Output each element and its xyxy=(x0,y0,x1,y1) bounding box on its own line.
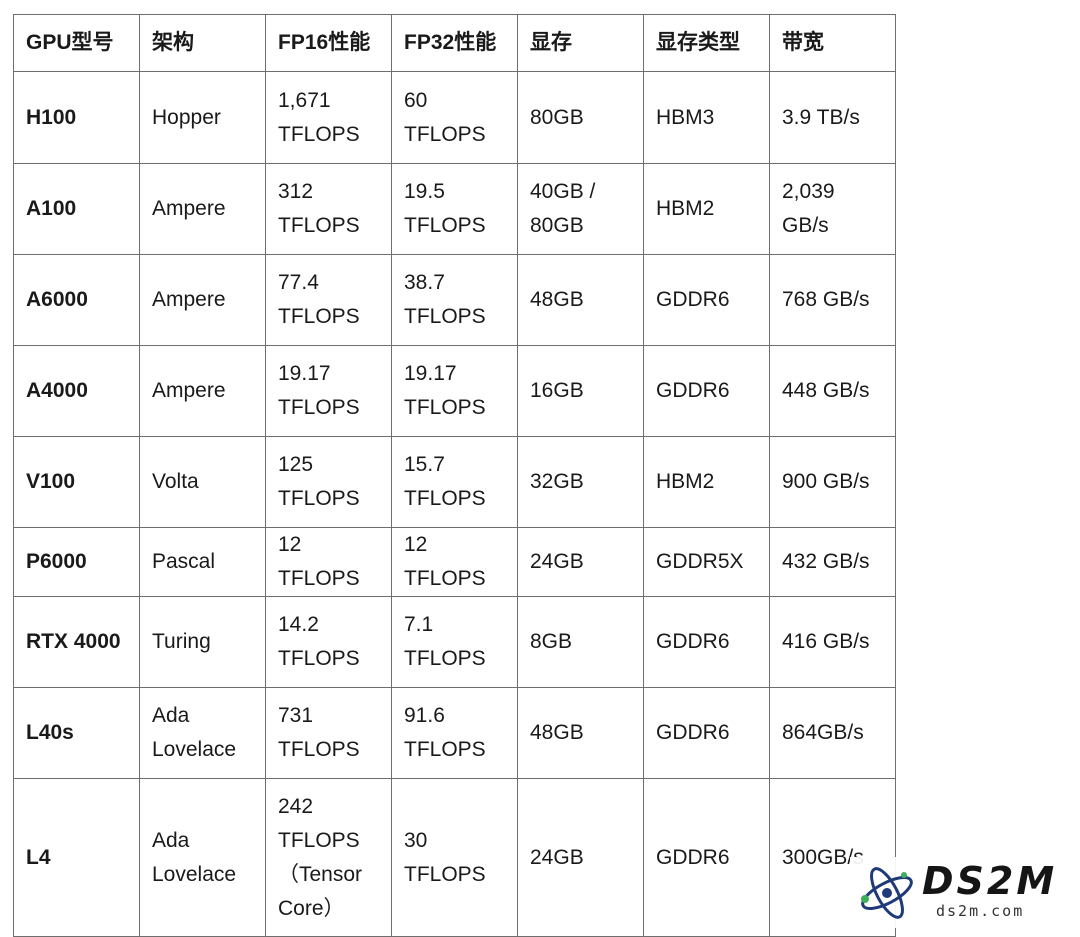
table-cell: Pascal xyxy=(139,527,266,597)
table-cell: Ada Lovelace xyxy=(139,687,266,779)
table-cell: 48GB xyxy=(517,254,644,346)
table-cell: Hopper xyxy=(139,71,266,164)
table-cell: 30 TFLOPS xyxy=(391,778,518,937)
table-row: A6000 Ampere 77.4 TFLOPS 38.7 TFLOPS 48G… xyxy=(13,254,896,346)
header-cell: FP32性能 xyxy=(391,14,518,72)
model-cell: L4 xyxy=(13,778,140,937)
table-row: V100 Volta 125 TFLOPS 15.7 TFLOPS 32GB H… xyxy=(13,436,896,528)
table-cell: 1,671 TFLOPS xyxy=(265,71,392,164)
header-cell: GPU型号 xyxy=(13,14,140,72)
table-cell: 19.5 TFLOPS xyxy=(391,163,518,255)
table-cell: 900 GB/s xyxy=(769,436,896,528)
table-cell: 2,039 GB/s xyxy=(769,163,896,255)
table-cell: 48GB xyxy=(517,687,644,779)
model-cell: A6000 xyxy=(13,254,140,346)
header-cell: FP16性能 xyxy=(265,14,392,72)
table-cell: 91.6 TFLOPS xyxy=(391,687,518,779)
table-header-row: GPU型号 架构 FP16性能 FP32性能 显存 显存类型 带宽 xyxy=(13,14,896,72)
table-cell: HBM3 xyxy=(643,71,770,164)
table-cell: Ampere xyxy=(139,254,266,346)
table-row: P6000 Pascal 12 TFLOPS 12 TFLOPS 24GB GD… xyxy=(13,527,896,597)
table-cell: 768 GB/s xyxy=(769,254,896,346)
table-cell: 864GB/s xyxy=(769,687,896,779)
table-row: L4 Ada Lovelace 242 TFLOPS （Tensor Core）… xyxy=(13,778,896,937)
table-cell: Volta xyxy=(139,436,266,528)
header-cell: 架构 xyxy=(139,14,266,72)
table-cell: 14.2 TFLOPS xyxy=(265,596,392,688)
model-cell: H100 xyxy=(13,71,140,164)
table-cell: 3.9 TB/s xyxy=(769,71,896,164)
table-cell: Ada Lovelace xyxy=(139,778,266,937)
model-cell: L40s xyxy=(13,687,140,779)
table-cell: 125 TFLOPS xyxy=(265,436,392,528)
table-row: A4000 Ampere 19.17 TFLOPS 19.17 TFLOPS 1… xyxy=(13,345,896,437)
header-cell: 显存类型 xyxy=(643,14,770,72)
header-cell: 带宽 xyxy=(769,14,896,72)
table-cell: GDDR6 xyxy=(643,778,770,937)
table-cell: GDDR6 xyxy=(643,687,770,779)
table-cell: 15.7 TFLOPS xyxy=(391,436,518,528)
table-cell: 416 GB/s xyxy=(769,596,896,688)
table-cell: 731 TFLOPS xyxy=(265,687,392,779)
watermark-url: ds2m.com xyxy=(936,902,1025,920)
table-cell: 77.4 TFLOPS xyxy=(265,254,392,346)
table-cell: 242 TFLOPS （Tensor Core） xyxy=(265,778,392,937)
table-cell: GDDR5X xyxy=(643,527,770,597)
model-cell: P6000 xyxy=(13,527,140,597)
table-cell: 24GB xyxy=(517,527,644,597)
table-cell: 24GB xyxy=(517,778,644,937)
table-cell: Ampere xyxy=(139,345,266,437)
table-cell: HBM2 xyxy=(643,163,770,255)
table-cell: 60 TFLOPS xyxy=(391,71,518,164)
table-cell: 7.1 TFLOPS xyxy=(391,596,518,688)
table-cell: 312 TFLOPS xyxy=(265,163,392,255)
table-cell: GDDR6 xyxy=(643,345,770,437)
gpu-spec-table-container: GPU型号 架构 FP16性能 FP32性能 显存 显存类型 带宽 H100 H… xyxy=(13,14,896,937)
table-cell: Turing xyxy=(139,596,266,688)
table-cell: 38.7 TFLOPS xyxy=(391,254,518,346)
model-cell: V100 xyxy=(13,436,140,528)
table-row: H100 Hopper 1,671 TFLOPS 60 TFLOPS 80GB … xyxy=(13,71,896,164)
table-cell: 432 GB/s xyxy=(769,527,896,597)
gpu-spec-table: GPU型号 架构 FP16性能 FP32性能 显存 显存类型 带宽 H100 H… xyxy=(13,14,896,937)
table-cell: 8GB xyxy=(517,596,644,688)
atom-logo-icon xyxy=(861,867,913,919)
model-cell: A4000 xyxy=(13,345,140,437)
model-cell: A100 xyxy=(13,163,140,255)
table-cell: 80GB xyxy=(517,71,644,164)
table-cell: 16GB xyxy=(517,345,644,437)
table-cell: Ampere xyxy=(139,163,266,255)
table-cell: 19.17 TFLOPS xyxy=(265,345,392,437)
table-cell: GDDR6 xyxy=(643,254,770,346)
header-cell: 显存 xyxy=(517,14,644,72)
table-cell: 12 TFLOPS xyxy=(391,527,518,597)
table-cell: GDDR6 xyxy=(643,596,770,688)
table-cell: 19.17 TFLOPS xyxy=(391,345,518,437)
table-row: RTX 4000 Turing 14.2 TFLOPS 7.1 TFLOPS 8… xyxy=(13,596,896,688)
table-cell: 32GB xyxy=(517,436,644,528)
table-cell: 40GB / 80GB xyxy=(517,163,644,255)
table-row: A100 Ampere 312 TFLOPS 19.5 TFLOPS 40GB … xyxy=(13,163,896,255)
model-cell: RTX 4000 xyxy=(13,596,140,688)
watermark-title: DS2M xyxy=(922,859,1058,903)
table-cell: HBM2 xyxy=(643,436,770,528)
watermark: DS2M ds2m.com xyxy=(850,857,1080,928)
table-cell: 12 TFLOPS xyxy=(265,527,392,597)
table-cell: 448 GB/s xyxy=(769,345,896,437)
table-row: L40s Ada Lovelace 731 TFLOPS 91.6 TFLOPS… xyxy=(13,687,896,779)
